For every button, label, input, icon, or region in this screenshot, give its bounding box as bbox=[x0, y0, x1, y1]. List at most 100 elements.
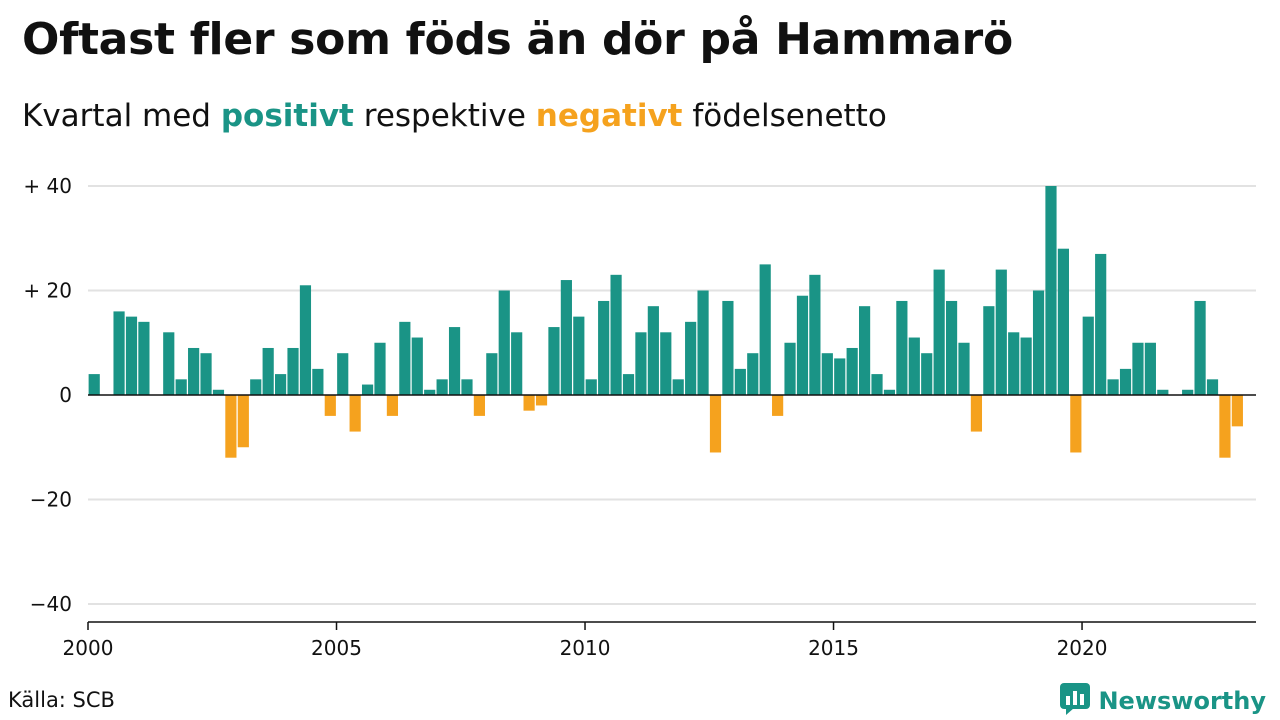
bar: 2002 Q1: 9 bbox=[188, 347, 200, 395]
bar: 2003 Q2: 3 bbox=[250, 379, 262, 395]
bar: 2012 Q4: 18 bbox=[722, 300, 734, 395]
bar: 2015 Q4: 4 bbox=[871, 374, 883, 395]
bar: 2010 Q3: 23 bbox=[610, 274, 622, 395]
grid-lines bbox=[88, 185, 1256, 605]
bar: 2015 Q1: 7 bbox=[834, 358, 846, 395]
bar: 2019 Q3: 28 bbox=[1057, 248, 1069, 395]
bar: 2023 Q1: -6 bbox=[1231, 395, 1243, 427]
bar: 2001 Q4: 3 bbox=[175, 379, 187, 395]
bar: 2012 Q1: 14 bbox=[685, 321, 697, 395]
bar: 2021 Q1: 10 bbox=[1132, 342, 1144, 395]
bar: 2018 Q3: 12 bbox=[1008, 332, 1020, 395]
y-tick-label: + 40 bbox=[23, 174, 72, 198]
bar: 2017 Q3: 10 bbox=[958, 342, 970, 395]
bar: 2006 Q4: 1 bbox=[424, 389, 436, 395]
brand-name: Newsworthy bbox=[1098, 687, 1266, 715]
bar: 2006 Q3: 11 bbox=[411, 337, 423, 395]
bar: 2014 Q3: 23 bbox=[809, 274, 821, 395]
x-tick-label: 2015 bbox=[808, 636, 859, 660]
y-tick-label: 0 bbox=[59, 383, 72, 407]
bar: 2003 Q3: 9 bbox=[262, 347, 274, 395]
bar: 2018 Q1: 17 bbox=[983, 306, 995, 395]
bar: 2005 Q4: 10 bbox=[374, 342, 386, 395]
bar: 2004 Q3: 5 bbox=[312, 368, 324, 396]
bar: 2008 Q4: -3 bbox=[523, 395, 535, 411]
bar: 2018 Q2: 24 bbox=[995, 269, 1007, 395]
bar: 2011 Q1: 12 bbox=[635, 332, 647, 395]
bar: 2004 Q4: -4 bbox=[324, 395, 336, 416]
bar: 2014 Q1: 10 bbox=[784, 342, 796, 395]
bar: 2016 Q1: 1 bbox=[883, 389, 896, 395]
bar: 2011 Q3: 12 bbox=[660, 332, 672, 395]
bar: 2017 Q4: -7 bbox=[970, 395, 983, 432]
bar: 2008 Q2: 20 bbox=[498, 290, 510, 395]
y-tick-label: + 20 bbox=[23, 279, 72, 303]
bar: 2016 Q2: 18 bbox=[896, 300, 908, 395]
x-tick-label: 2020 bbox=[1057, 636, 1108, 660]
bar: 2022 Q1: 1 bbox=[1182, 389, 1194, 395]
bar: 2005 Q2: -7 bbox=[349, 395, 361, 432]
source-note: Källa: SCB bbox=[8, 688, 115, 712]
bar: 2013 Q2: 8 bbox=[747, 353, 759, 395]
bar: 2007 Q1: 3 bbox=[436, 379, 448, 395]
bar: 2014 Q2: 19 bbox=[796, 295, 809, 395]
bar: 2012 Q2: 20 bbox=[697, 290, 709, 395]
x-tick-label: 2000 bbox=[63, 636, 114, 660]
bar: 2000 Q3: 16 bbox=[113, 311, 125, 395]
bar: 2007 Q2: 13 bbox=[448, 327, 461, 395]
bar: 2014 Q4: 8 bbox=[821, 353, 833, 395]
bar: 2012 Q3: -11 bbox=[709, 395, 722, 453]
bar: 2011 Q2: 17 bbox=[647, 306, 659, 395]
bar: 2004 Q2: 21 bbox=[299, 285, 312, 395]
x-tick-label: 2005 bbox=[311, 636, 362, 660]
bar: 2005 Q3: 2 bbox=[361, 384, 374, 395]
bar: 2009 Q1: -2 bbox=[535, 395, 548, 406]
bar: 2002 Q2: 8 bbox=[200, 353, 212, 395]
bar: 2003 Q1: -10 bbox=[237, 395, 249, 448]
bar: 2020 Q2: 27 bbox=[1095, 253, 1107, 395]
bar: 2000 Q1: 4 bbox=[88, 374, 100, 395]
bar: 2020 Q4: 5 bbox=[1119, 368, 1132, 396]
bar: 2019 Q1: 20 bbox=[1032, 290, 1045, 395]
bar: 2013 Q1: 5 bbox=[734, 368, 746, 396]
bar: 2003 Q4: 4 bbox=[275, 374, 287, 395]
bar: 2010 Q4: 4 bbox=[622, 374, 635, 395]
y-tick-label: −20 bbox=[30, 488, 72, 512]
bar: 2011 Q4: 3 bbox=[672, 379, 684, 395]
bar: 2015 Q2: 9 bbox=[846, 347, 858, 395]
bar: 2016 Q3: 11 bbox=[908, 337, 920, 395]
bar: 2017 Q2: 18 bbox=[945, 300, 958, 395]
subtitle-prefix: Kvartal med bbox=[22, 98, 211, 134]
bar: 2021 Q2: 10 bbox=[1144, 342, 1156, 395]
bar: 2009 Q4: 15 bbox=[573, 316, 585, 396]
bar: 2019 Q4: -11 bbox=[1070, 395, 1082, 453]
bar: 2010 Q1: 3 bbox=[585, 379, 597, 395]
bar-chart-speech-bubble-icon bbox=[1060, 683, 1091, 719]
bar: 2022 Q2: 18 bbox=[1194, 300, 1206, 395]
bar: 2007 Q3: 3 bbox=[461, 379, 473, 395]
bar: 2002 Q3: 1 bbox=[212, 389, 225, 395]
bar: 2002 Q4: -12 bbox=[225, 395, 237, 458]
bar: 2020 Q1: 15 bbox=[1082, 316, 1094, 396]
bar: 2001 Q1: 14 bbox=[138, 321, 150, 395]
bar: 2009 Q3: 22 bbox=[560, 280, 572, 395]
bar: 2022 Q4: -12 bbox=[1219, 395, 1231, 458]
subtitle-positive-word: positivt bbox=[220, 98, 354, 134]
axes: + 40 + 20 0 −20 −40 2000 2005 2010 2015 2020 bbox=[23, 174, 1256, 660]
bar: 2021 Q3: 1 bbox=[1157, 389, 1169, 395]
bar: 2006 Q2: 14 bbox=[399, 321, 411, 395]
bar: 2004 Q1: 9 bbox=[287, 347, 299, 395]
bar: 2008 Q1: 8 bbox=[486, 353, 498, 395]
bar: 2013 Q4: -4 bbox=[772, 395, 784, 416]
subtitle-negative-word: negativt bbox=[535, 98, 683, 134]
bar: 2006 Q1: -4 bbox=[386, 395, 399, 416]
x-tick-label: 2010 bbox=[560, 636, 611, 660]
bar: 2009 Q2: 13 bbox=[548, 327, 560, 395]
bar: 2019 Q2: 40 bbox=[1045, 186, 1057, 395]
bar: 2001 Q3: 12 bbox=[163, 332, 175, 395]
bar: 2000 Q4: 15 bbox=[125, 316, 138, 396]
bar: 2007 Q4: -4 bbox=[473, 395, 485, 416]
bar: 2015 Q3: 17 bbox=[859, 306, 871, 395]
subtitle-suffix: födelsenetto bbox=[692, 98, 887, 134]
